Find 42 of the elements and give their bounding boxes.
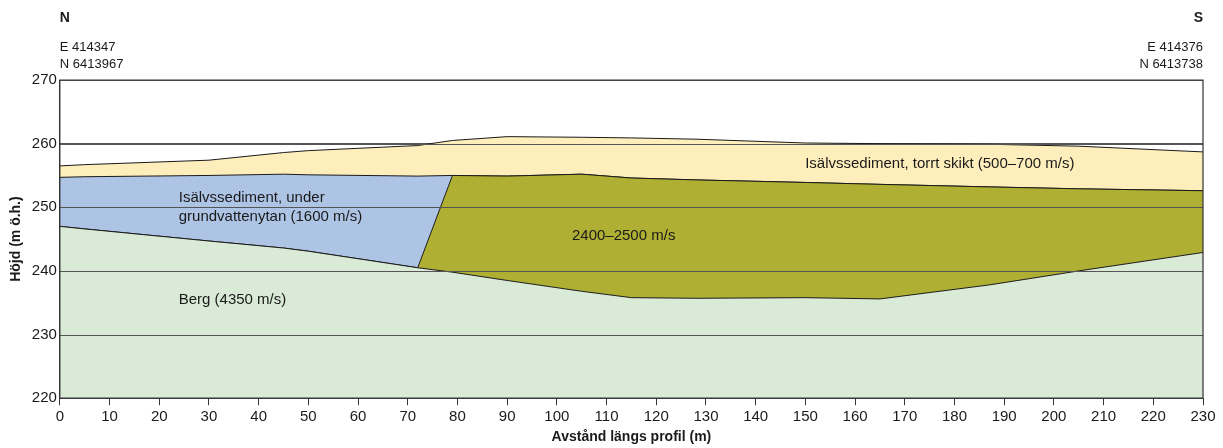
y-tick-label: 220 (31, 388, 57, 406)
x-tick-label: 10 (101, 407, 118, 425)
text: N 6413967 (59, 56, 124, 71)
series-label: Isälvssediment, under grundvattenytan (1600 m/s) (178, 187, 363, 224)
x-tick-label: 70 (399, 407, 417, 425)
series-label: Berg (4350 m/s) (178, 289, 287, 307)
x-tick-label: 50 (300, 407, 317, 425)
x-tick-label: 60 (349, 407, 367, 425)
x-tick-label: 150 (792, 407, 818, 425)
series-label: Isälvssediment, torrt skikt (500–700 m/s) (805, 154, 1075, 172)
y-tick-label: 270 (31, 70, 57, 88)
x-tick-label: 220 (1140, 407, 1166, 425)
x-tick-label: 130 (693, 407, 719, 425)
x-tick-label: 200 (1041, 407, 1067, 425)
y-tick-label: 260 (31, 133, 57, 151)
text: N 6413738 (1139, 56, 1203, 71)
x-tick-label: 80 (449, 407, 466, 425)
x-tick-label: 110 (594, 407, 619, 425)
y-axis-title: Höjd (m ö.h.) (7, 196, 24, 282)
x-tick-label: 20 (150, 407, 168, 425)
x-tick-label: 90 (498, 407, 516, 425)
x-tick-label: 120 (643, 407, 669, 425)
x-tick-label: 180 (941, 407, 967, 425)
text: E 414347 (59, 39, 116, 54)
text: S (1193, 9, 1203, 25)
x-tick-label: 210 (1091, 407, 1117, 425)
x-tick-label: 30 (200, 407, 218, 425)
y-tick-label: 250 (31, 197, 57, 215)
x-tick-label: 0 (55, 407, 64, 425)
x-tick-label: 40 (250, 407, 267, 425)
x-axis-title: Avstånd längs profil (m) (551, 428, 712, 445)
x-tick-label: 230 (1190, 407, 1216, 425)
x-tick-label: 190 (991, 407, 1017, 425)
x-tick-label: 170 (892, 407, 918, 425)
text: N (59, 9, 70, 25)
text: E 414376 (1147, 39, 1203, 54)
x-tick-label: 100 (544, 407, 570, 425)
y-tick-label: 240 (31, 261, 57, 279)
x-tick-label: 160 (842, 407, 868, 425)
x-tick-label: 140 (743, 407, 769, 425)
series-label: 2400–2500 m/s (571, 226, 676, 244)
y-tick-label: 230 (31, 324, 57, 342)
